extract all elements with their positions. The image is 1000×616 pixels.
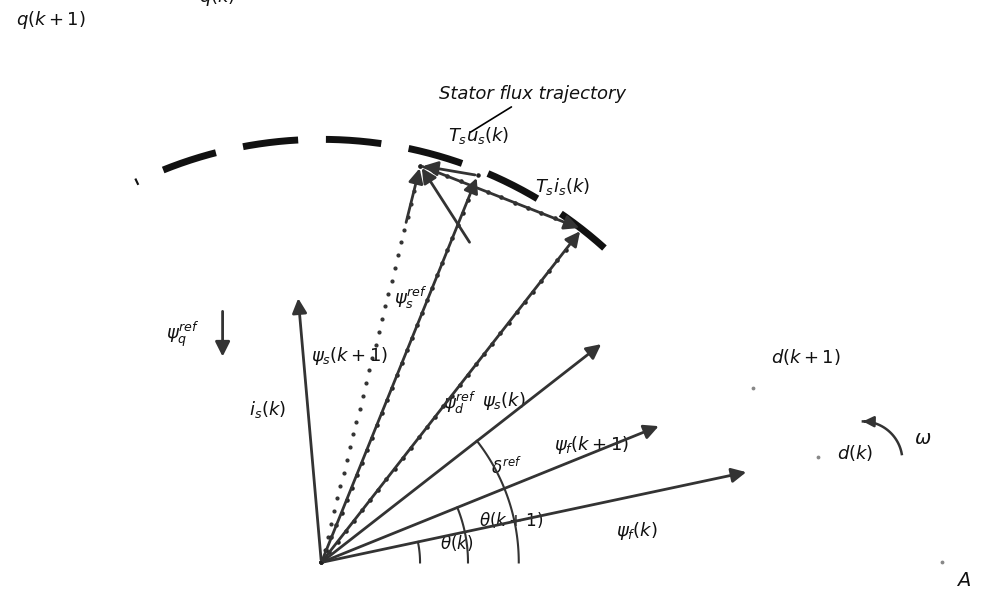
Text: $\psi_s(k)$: $\psi_s(k)$ <box>482 391 525 412</box>
Text: $d(k)$: $d(k)$ <box>837 443 874 463</box>
Text: $\delta^{ref}$: $\delta^{ref}$ <box>491 456 521 478</box>
Text: $d(k+1)$: $d(k+1)$ <box>771 347 841 367</box>
Text: $\theta(k+1)$: $\theta(k+1)$ <box>479 510 544 530</box>
Text: $A$: $A$ <box>956 571 971 590</box>
Text: $q(k)$: $q(k)$ <box>199 0 236 8</box>
Text: $i_s(k)$: $i_s(k)$ <box>249 400 286 421</box>
Text: $\psi_s^{ref}$: $\psi_s^{ref}$ <box>394 285 428 310</box>
Text: $\omega$: $\omega$ <box>914 429 931 448</box>
Text: $\psi_d^{ref}$: $\psi_d^{ref}$ <box>443 390 476 416</box>
Text: Stator flux trajectory: Stator flux trajectory <box>439 84 626 132</box>
Text: $\psi_s(k+1)$: $\psi_s(k+1)$ <box>311 344 389 367</box>
Text: $q(k+1)$: $q(k+1)$ <box>16 9 86 31</box>
Text: $\theta(k)$: $\theta(k)$ <box>440 533 473 553</box>
Text: $T_su_s(k)$: $T_su_s(k)$ <box>448 125 510 146</box>
Text: $T_si_s(k)$: $T_si_s(k)$ <box>535 176 590 197</box>
Text: $\psi_f(k+1)$: $\psi_f(k+1)$ <box>554 434 629 456</box>
Text: $\psi_f(k)$: $\psi_f(k)$ <box>616 521 658 542</box>
Text: $\psi_q^{ref}$: $\psi_q^{ref}$ <box>166 319 200 349</box>
